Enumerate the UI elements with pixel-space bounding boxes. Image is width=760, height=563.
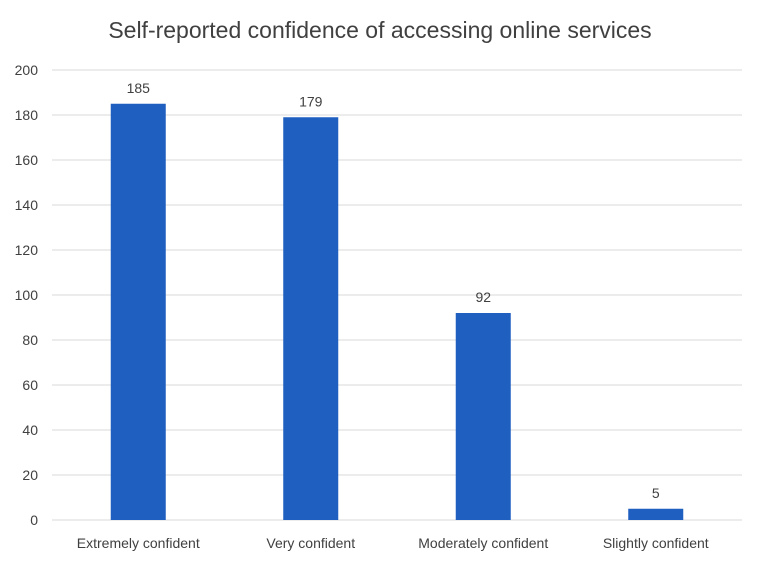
y-tick-label: 140 xyxy=(15,197,39,213)
data-label: 5 xyxy=(652,485,660,501)
bar xyxy=(283,117,339,520)
y-tick-label: 200 xyxy=(15,62,39,78)
y-axis-ticks: 0 20 40 60 80 100 120 140 160 180 200 xyxy=(15,62,39,528)
data-label: 179 xyxy=(299,93,323,109)
bar xyxy=(455,313,511,520)
y-tick-label: 160 xyxy=(15,152,39,168)
y-tick-label: 180 xyxy=(15,107,39,123)
x-axis-categories: Extremely confident Very confident Moderat… xyxy=(77,535,709,551)
y-tick-label: 0 xyxy=(30,512,38,528)
chart-title: Self-reported confidence of accessing on… xyxy=(108,17,651,43)
y-tick-label: 80 xyxy=(22,332,38,348)
y-tick-label: 40 xyxy=(22,422,38,438)
x-category-label: Extremely confident xyxy=(77,535,200,551)
data-label: 185 xyxy=(127,80,151,96)
x-category-label: Slightly confident xyxy=(603,535,709,551)
y-tick-label: 100 xyxy=(15,287,39,303)
gridlines xyxy=(52,69,742,521)
bars xyxy=(110,103,684,520)
y-tick-label: 60 xyxy=(22,377,38,393)
data-labels: 185 179 92 5 xyxy=(127,80,660,501)
x-category-label: Moderately confident xyxy=(418,535,548,551)
bar xyxy=(110,103,166,520)
y-tick-label: 120 xyxy=(15,242,39,258)
y-tick-label: 20 xyxy=(22,467,38,483)
bar xyxy=(628,508,684,520)
x-category-label: Very confident xyxy=(266,535,355,551)
data-label: 92 xyxy=(475,289,491,305)
